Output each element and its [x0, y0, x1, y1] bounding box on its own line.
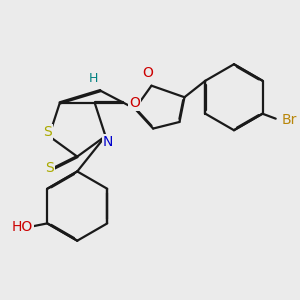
Text: Br: Br: [281, 113, 297, 127]
Text: H: H: [89, 72, 98, 85]
Text: HO: HO: [12, 220, 33, 234]
Text: N: N: [103, 135, 113, 149]
Text: O: O: [129, 96, 140, 110]
Text: S: S: [43, 125, 52, 139]
Text: S: S: [45, 161, 54, 175]
Text: O: O: [143, 66, 154, 80]
